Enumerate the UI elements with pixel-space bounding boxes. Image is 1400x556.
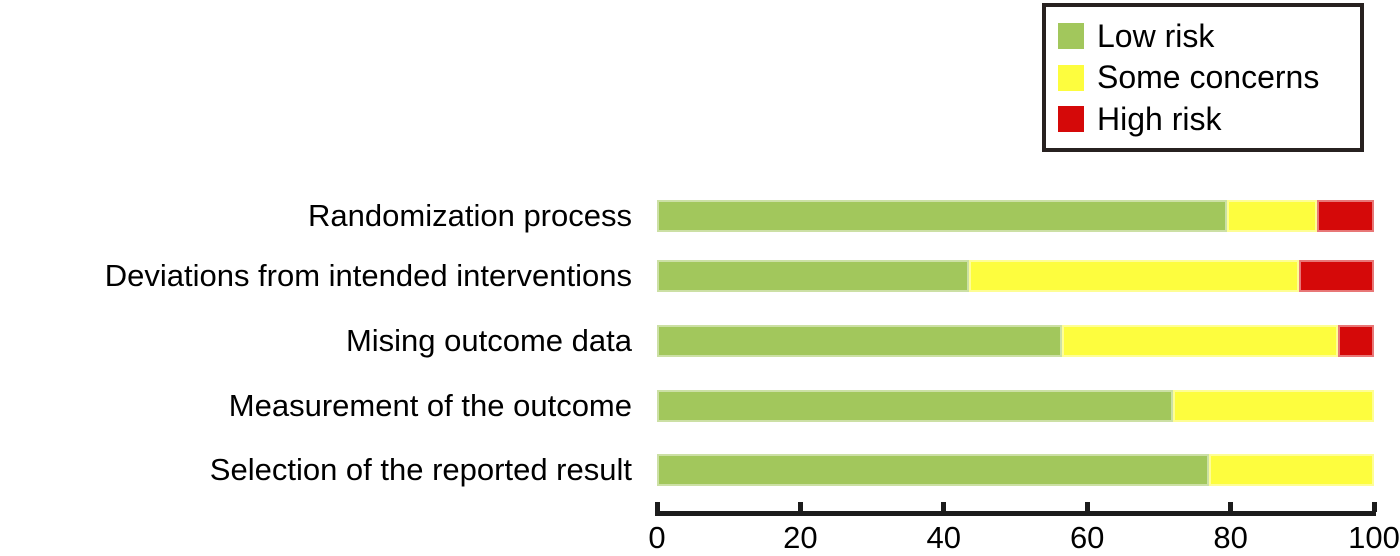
bar-segment-low-risk bbox=[657, 200, 1227, 232]
legend-label-some-concerns: Some concerns bbox=[1097, 59, 1320, 95]
bar-segment-low-risk bbox=[657, 325, 1063, 357]
category-label-measurement-of-the-outcome: Measurement of the outcome bbox=[228, 388, 632, 423]
legend-swatch-some-concerns bbox=[1058, 64, 1084, 91]
axis-tick-0 bbox=[654, 502, 660, 512]
bar-segment-high-risk bbox=[1338, 325, 1374, 357]
axis-tick-label-60: 60 bbox=[1069, 520, 1105, 555]
axis-tick-label-40: 40 bbox=[926, 520, 962, 555]
legend-item-low-risk: Low risk bbox=[1058, 17, 1352, 55]
category-label-selection-of-the-reported-result: Selection of the reported result bbox=[209, 452, 632, 487]
axis-tick-label-20: 20 bbox=[783, 520, 818, 555]
stacked-bar bbox=[657, 390, 1374, 422]
stacked-bar bbox=[657, 260, 1374, 292]
legend: Low risk Some concerns High risk bbox=[1042, 3, 1364, 152]
axis-tick-label-80: 80 bbox=[1213, 520, 1248, 555]
bar-segment-high-risk bbox=[1316, 200, 1374, 232]
bar-segment-low-risk bbox=[657, 260, 969, 292]
axis-tick-40 bbox=[941, 502, 947, 512]
bar-segment-some-concerns bbox=[1173, 390, 1374, 422]
bar-segment-some-concerns bbox=[1062, 325, 1339, 357]
axis-tick-100 bbox=[1371, 502, 1377, 512]
bar-segment-high-risk bbox=[1298, 260, 1374, 292]
bar-segment-some-concerns bbox=[1209, 454, 1374, 486]
bar-segment-some-concerns bbox=[1227, 200, 1317, 232]
bar-row: Selection of the reported result bbox=[0, 452, 1400, 487]
category-label-deviations-from-intended-interventions: Deviations from intended interventions bbox=[104, 258, 632, 293]
stacked-bar bbox=[657, 325, 1374, 357]
axis-tick-20 bbox=[797, 502, 803, 512]
legend-label-low-risk: Low risk bbox=[1097, 17, 1215, 54]
legend-swatch-high-risk bbox=[1058, 106, 1084, 132]
bar-row: Measurement of the outcome bbox=[0, 388, 1400, 423]
legend-item-high-risk: High risk bbox=[1058, 100, 1352, 138]
axis-tick-label-100: 100 bbox=[1348, 520, 1400, 555]
category-label-randomization-process: Randomization process bbox=[308, 198, 632, 233]
bar-segment-low-risk bbox=[657, 390, 1174, 422]
bar-row: Deviations from intended interventions bbox=[0, 258, 1400, 293]
legend-label-high-risk: High risk bbox=[1097, 100, 1222, 137]
stacked-bar bbox=[657, 200, 1374, 232]
axis-tick-60 bbox=[1084, 502, 1090, 512]
category-label-mising-outcome-data: Mising outcome data bbox=[345, 323, 632, 358]
bar-row: Randomization process bbox=[0, 198, 1400, 233]
axis-tick-label-0: 0 bbox=[648, 520, 666, 555]
bar-row: Mising outcome data bbox=[0, 323, 1400, 358]
axis-tick-80 bbox=[1228, 502, 1234, 512]
legend-swatch-low-risk bbox=[1058, 23, 1084, 49]
legend-item-some-concerns: Some concerns bbox=[1058, 59, 1352, 97]
stacked-bar bbox=[657, 454, 1374, 486]
x-axis-line bbox=[655, 511, 1376, 516]
bar-segment-low-risk bbox=[657, 454, 1210, 486]
bar-segment-some-concerns bbox=[968, 260, 1299, 292]
